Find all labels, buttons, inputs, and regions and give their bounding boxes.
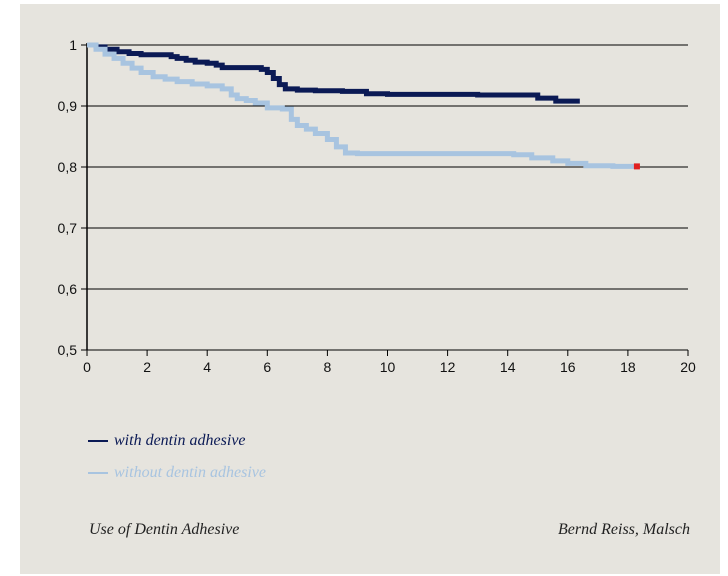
y-tick-label: 0,6 <box>58 281 78 297</box>
legend-item-with-adhesive: with dentin adhesive <box>88 432 246 450</box>
legend-item-without-adhesive: without dentin adhesive <box>88 464 266 482</box>
chart: 0,50,60,70,80,910 2 4 6 8 10 12 14 16 18 20 <box>58 37 696 375</box>
legend-swatch-with-adhesive <box>88 440 108 443</box>
x-tick-label: 2 <box>143 359 151 375</box>
x-tick-label: 20 <box>680 359 696 375</box>
x-tick-label: 18 <box>620 359 636 375</box>
x-tick-label: 6 <box>263 359 271 375</box>
x-tick-label: 0 <box>83 359 91 375</box>
x-tick-label: 12 <box>440 359 456 375</box>
x-tick-label: 8 <box>324 359 332 375</box>
caption-author: Bernd Reiss, Malsch <box>558 521 690 538</box>
x-tick-label: 16 <box>560 359 576 375</box>
series-line-with-adhesive <box>87 42 580 104</box>
legend-label-without-adhesive: without dentin adhesive <box>114 464 266 481</box>
x-tick-label: 14 <box>500 359 516 375</box>
caption-title: Use of Dentin Adhesive <box>89 521 240 538</box>
series-line-without-adhesive <box>87 42 637 169</box>
y-tick-label: 1 <box>69 37 77 53</box>
end-marker <box>633 163 640 170</box>
legend-label-with-adhesive: with dentin adhesive <box>114 432 246 449</box>
legend-swatch-without-adhesive <box>88 472 108 475</box>
y-tick-label: 0,7 <box>58 220 78 236</box>
x-tick-label: 10 <box>380 359 396 375</box>
y-tick-label: 0,5 <box>58 342 78 358</box>
chart-panel: 0,5 0,6 0,7 0,8 0,9 1 0 2 4 6 8 10 12 14 16 18 20 with d… <box>20 4 720 574</box>
y-tick-label: 0,8 <box>58 159 78 175</box>
y-tick-label: 0,9 <box>58 98 78 114</box>
x-tick-label: 4 <box>203 359 211 375</box>
